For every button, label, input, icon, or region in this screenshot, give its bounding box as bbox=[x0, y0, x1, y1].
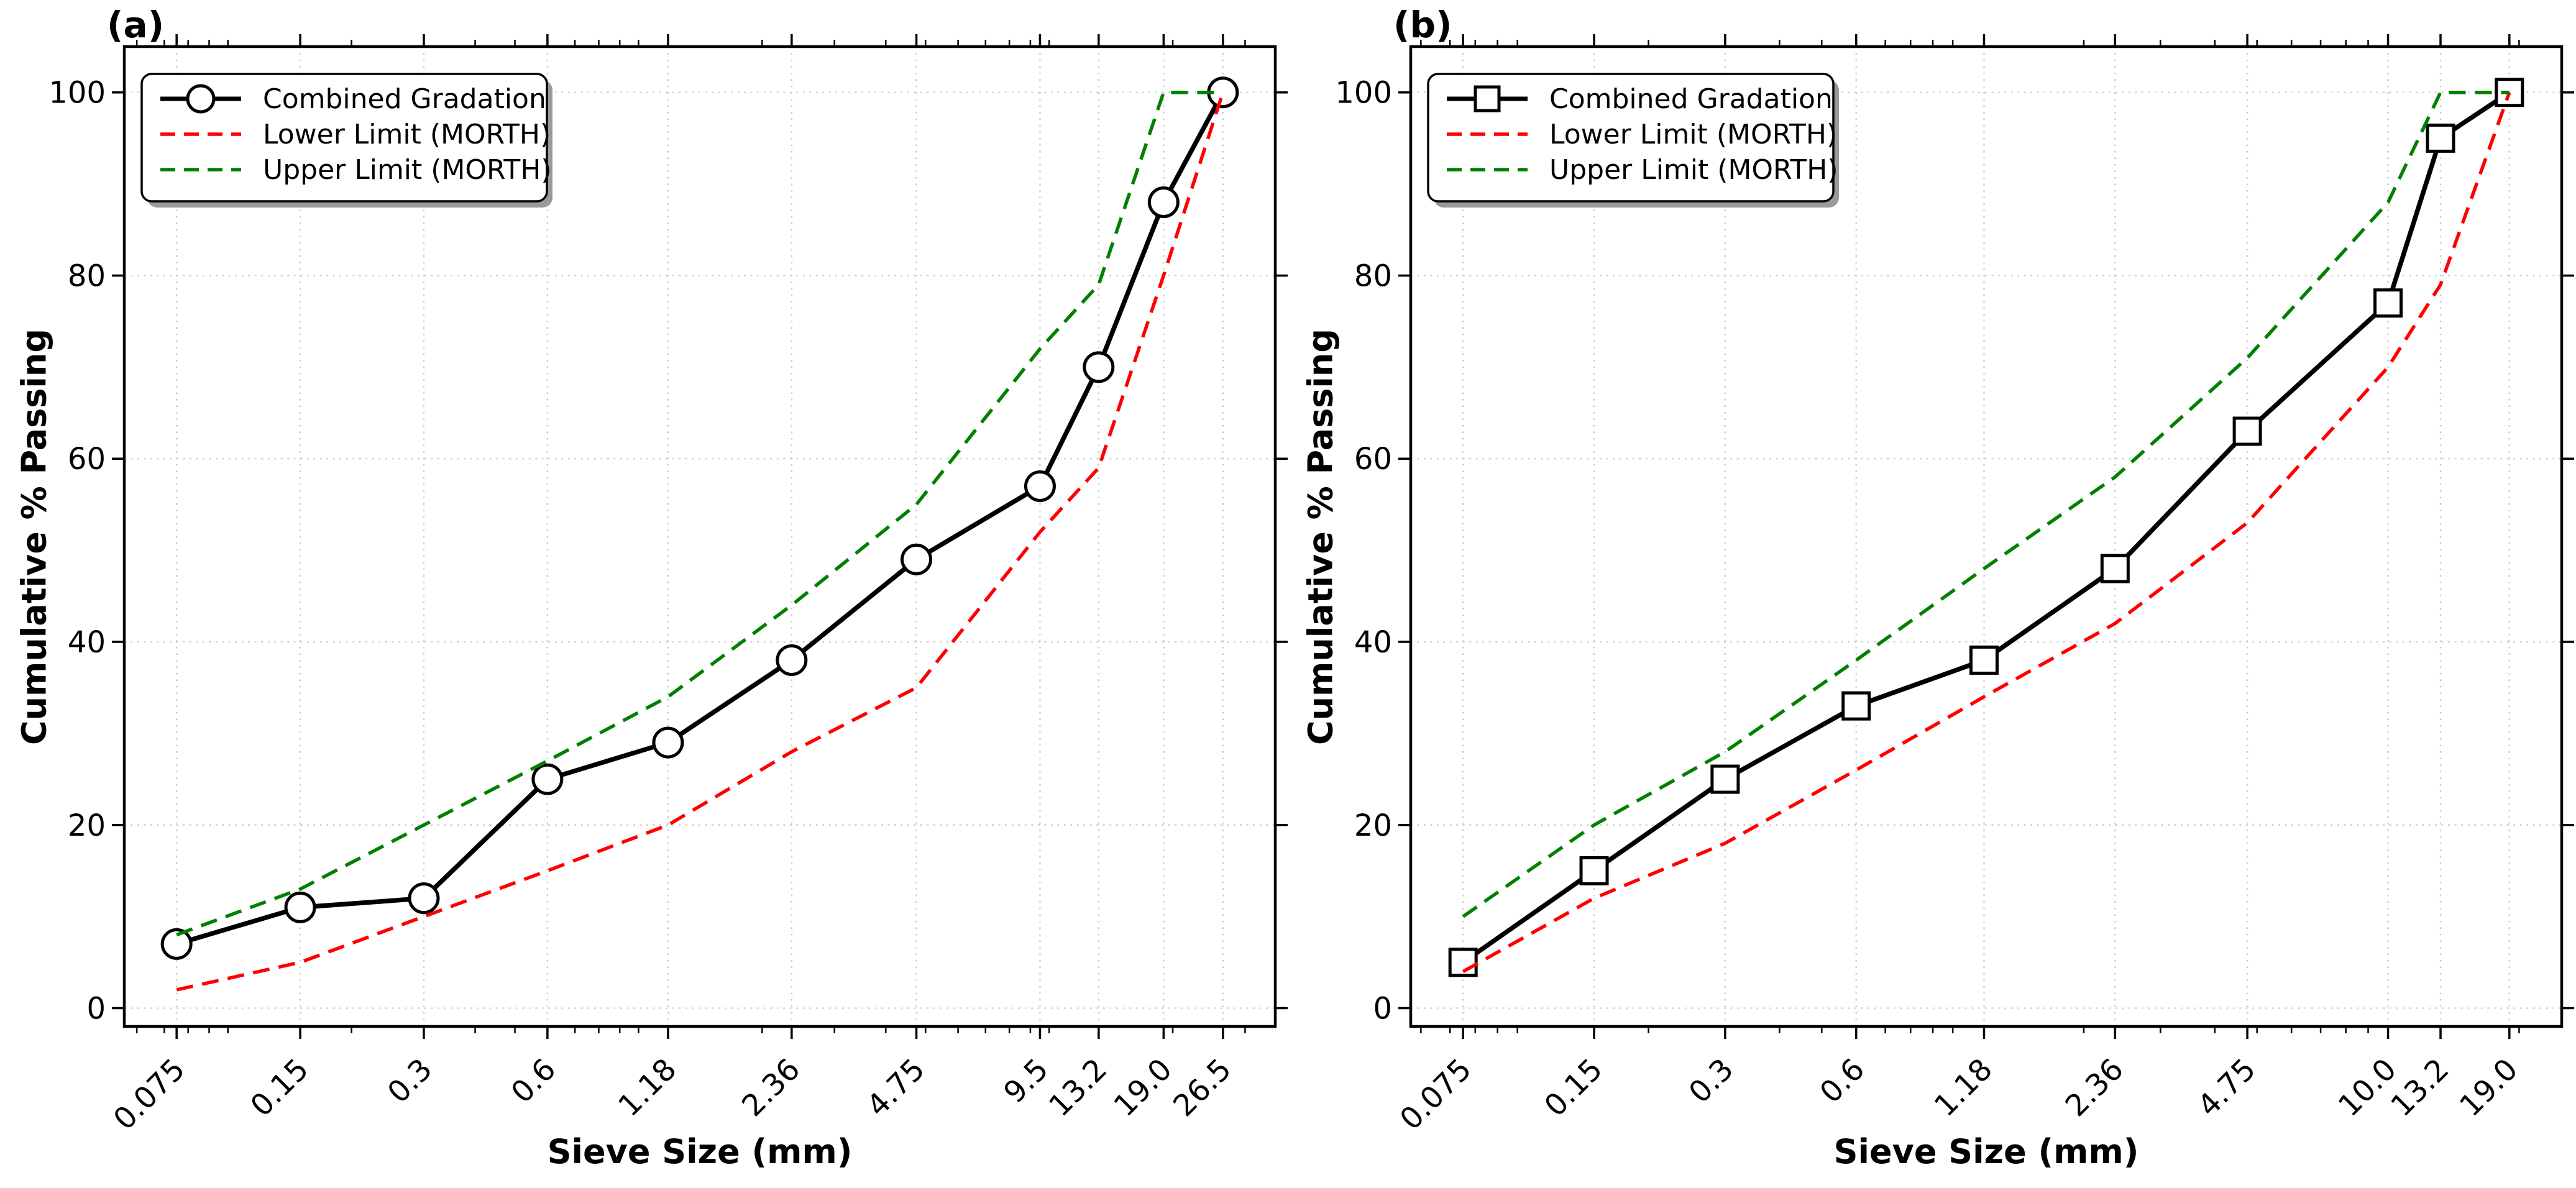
data-point-marker bbox=[901, 543, 933, 575]
legend-label: Lower Limit (MORTH) bbox=[1549, 119, 1837, 150]
x-tick-label: 0.3 bbox=[1682, 1052, 1741, 1110]
x-tick-label: 13.2 bbox=[2384, 1052, 2455, 1123]
legend-label: Combined Gradation bbox=[263, 83, 546, 115]
x-tick-label: 4.75 bbox=[2191, 1052, 2262, 1123]
panel-a-yaxis-title: Cumulative % Passing bbox=[14, 328, 54, 746]
data-point-marker bbox=[2100, 554, 2130, 583]
data-point-marker bbox=[160, 928, 193, 960]
data-point-marker bbox=[1579, 856, 1609, 885]
data-point-marker bbox=[2426, 123, 2455, 153]
legend-label: Upper Limit (MORTH) bbox=[263, 154, 552, 186]
data-point-marker bbox=[1969, 645, 1999, 675]
series-line bbox=[176, 90, 1223, 937]
x-tick-label: 0.15 bbox=[1538, 1052, 1609, 1123]
series-line bbox=[1462, 91, 2511, 974]
y-tick-label: 80 bbox=[68, 258, 106, 293]
y-tick-label: 60 bbox=[1354, 442, 1392, 477]
data-point-marker bbox=[652, 726, 684, 759]
y-tick-label: 40 bbox=[1354, 625, 1392, 660]
y-tick-label: 100 bbox=[1335, 76, 1392, 111]
x-tick-label: 10.0 bbox=[2332, 1052, 2403, 1123]
plot-border bbox=[122, 45, 1277, 1028]
panel-b-yaxis-title: Cumulative % Passing bbox=[1301, 328, 1341, 746]
y-tick-label: 20 bbox=[1354, 808, 1392, 843]
data-point-marker bbox=[408, 882, 440, 915]
x-tick-label: 1.18 bbox=[1928, 1052, 1999, 1123]
y-tick-label: 80 bbox=[1354, 258, 1392, 293]
data-point-marker bbox=[2495, 78, 2524, 107]
legend-label: Combined Gradation bbox=[1549, 83, 1833, 115]
data-point-marker bbox=[2232, 416, 2262, 446]
legend-label: Upper Limit (MORTH) bbox=[1549, 154, 1838, 186]
legend-label: Lower Limit (MORTH) bbox=[263, 119, 551, 150]
x-tick-label: 13.2 bbox=[1042, 1052, 1114, 1123]
panel-a-xaxis-title: Sieve Size (mm) bbox=[547, 1132, 853, 1171]
y-tick-label: 0 bbox=[1373, 992, 1392, 1026]
x-tick-label: 0.15 bbox=[244, 1052, 315, 1123]
data-point-marker bbox=[284, 891, 316, 923]
legend-box bbox=[140, 73, 548, 203]
data-point-marker bbox=[1083, 351, 1115, 383]
legend-box bbox=[1427, 73, 1835, 203]
x-tick-label: 19.0 bbox=[2453, 1052, 2524, 1123]
y-tick-label: 0 bbox=[86, 992, 106, 1026]
data-point-marker bbox=[776, 644, 808, 676]
x-tick-label: 19.0 bbox=[1107, 1052, 1179, 1123]
x-tick-label: 26.5 bbox=[1167, 1052, 1238, 1123]
data-point-marker bbox=[531, 763, 564, 795]
y-tick-label: 40 bbox=[68, 625, 106, 660]
x-tick-label: 0.6 bbox=[1813, 1052, 1872, 1110]
y-tick-label: 100 bbox=[48, 76, 106, 111]
x-tick-label: 0.075 bbox=[107, 1052, 192, 1137]
data-point-marker bbox=[1710, 764, 1740, 794]
x-tick-label: 2.36 bbox=[735, 1052, 807, 1123]
x-tick-label: 1.18 bbox=[612, 1052, 683, 1123]
series-line bbox=[176, 91, 1225, 992]
data-point-marker bbox=[2373, 288, 2403, 318]
series-line bbox=[1462, 90, 2510, 918]
x-tick-label: 0.075 bbox=[1393, 1052, 1478, 1137]
series-line bbox=[1462, 90, 2511, 964]
legend-sample-marker bbox=[1474, 85, 1501, 112]
series-line bbox=[176, 91, 1226, 946]
panel-b-title: (b) bbox=[1393, 4, 1452, 46]
data-point-marker bbox=[1024, 470, 1056, 502]
x-tick-label: 2.36 bbox=[2059, 1052, 2130, 1123]
x-tick-label: 0.6 bbox=[505, 1052, 563, 1110]
x-tick-label: 0.3 bbox=[381, 1052, 439, 1110]
data-point-marker bbox=[1841, 691, 1871, 721]
y-tick-label: 20 bbox=[68, 808, 106, 843]
data-point-marker bbox=[1147, 186, 1180, 219]
plot-border bbox=[1409, 45, 2564, 1028]
x-tick-label: 4.75 bbox=[860, 1052, 932, 1123]
legend-sample-marker bbox=[186, 84, 216, 114]
panel-b-xaxis-title: Sieve Size (mm) bbox=[1833, 1132, 2139, 1171]
panel-a-title: (a) bbox=[107, 4, 165, 46]
y-tick-label: 60 bbox=[68, 442, 106, 477]
